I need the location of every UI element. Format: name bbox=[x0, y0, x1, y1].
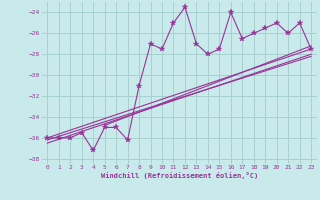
X-axis label: Windchill (Refroidissement éolien,°C): Windchill (Refroidissement éolien,°C) bbox=[100, 172, 258, 179]
